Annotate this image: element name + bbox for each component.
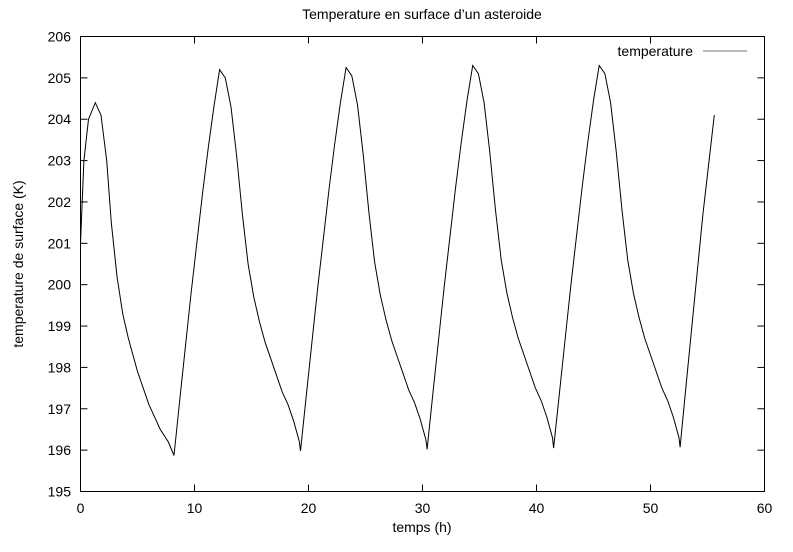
y-tick-label: 203 [48, 153, 72, 169]
y-tick-label: 200 [48, 277, 72, 293]
y-tick-label: 195 [48, 484, 72, 500]
x-tick-label: 40 [529, 500, 545, 516]
tick-labels: 0 10 20 30 40 50 60 195 196 197 198 199 200 201 202 203… [48, 29, 773, 517]
x-tick-label: 60 [757, 500, 773, 516]
y-tick-label: 201 [48, 235, 72, 251]
y-tick-label: 204 [48, 111, 72, 127]
chart-title: Temperature en surface d’un asteroide [302, 6, 542, 22]
x-tick-label: 20 [301, 500, 317, 516]
y-tick-label: 205 [48, 70, 72, 86]
y-tick-label: 196 [48, 442, 72, 458]
x-tick-label: 30 [415, 500, 431, 516]
legend: temperature [618, 43, 747, 59]
y-tick-label: 197 [48, 401, 72, 417]
x-axis-label: temps (h) [392, 519, 451, 535]
y-tick-label: 206 [48, 29, 72, 45]
series-line-temperature [80, 64, 715, 456]
plot-frame [80, 36, 765, 492]
x-tick-label: 10 [187, 500, 203, 516]
legend-label-temperature: temperature [618, 43, 694, 59]
y-tick-label: 198 [48, 359, 72, 375]
axis-ticks [80, 36, 765, 492]
y-tick-label: 199 [48, 318, 72, 334]
y-axis-label: temperature de surface (K) [10, 180, 26, 347]
y-tick-label: 202 [48, 194, 72, 210]
x-tick-label: 0 [77, 500, 85, 516]
x-tick-label: 50 [643, 500, 659, 516]
